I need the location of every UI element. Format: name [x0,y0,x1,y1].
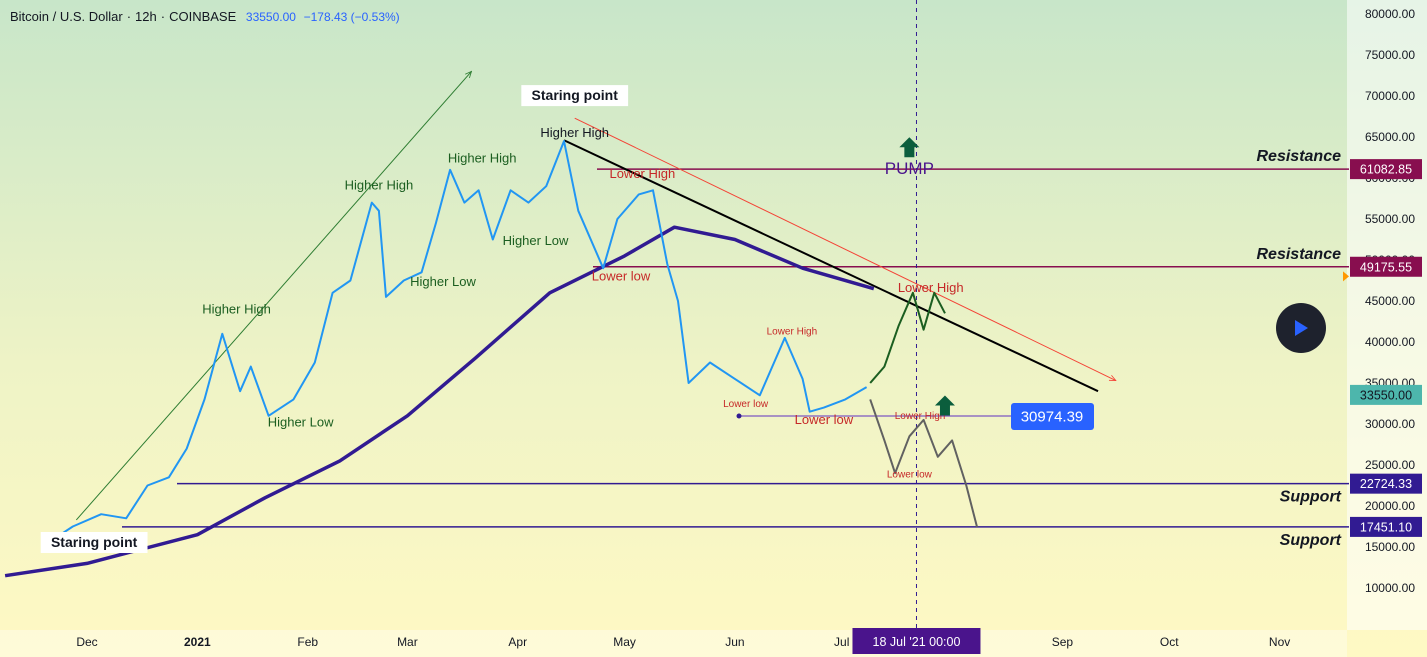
downtrend-line[interactable] [563,139,1099,393]
annotation-label: Lower High [895,411,946,422]
up-arrow-icon [934,395,955,416]
measure-label-box[interactable] [1011,403,1094,431]
price-tag-box [1350,159,1422,180]
x-tick-label: 2021 [184,635,211,649]
horizontal-levels[interactable]: Resistance Resistance Support Support 30974.… [122,0,1349,630]
annotation-label: Lower High [767,327,818,338]
support-label: Support [1280,532,1342,549]
annotation-label: Higher High [202,301,271,316]
x-tick-label: Nov [1269,635,1290,649]
price-line [47,140,868,544]
annotation-label: Lower low [795,412,854,427]
measure-label: 30974.39 [1021,409,1084,426]
x-tick-label: Oct [1160,635,1179,649]
symbol-name[interactable]: Bitcoin / U.S. Dollar [10,9,123,24]
annotation-label: Higher Low [410,274,476,289]
projection-dump-line [869,399,978,528]
price-series-group [47,140,978,544]
current-price-tag [1350,384,1422,405]
x-tick-label: Dec [76,635,97,649]
price-tag-label: 61082.85 [1360,163,1412,177]
annotation-label: Staring point [51,534,138,550]
price-tag-box [1350,516,1422,537]
current-price-label: 33550.00 [1360,388,1412,402]
play-icon [1295,320,1308,336]
exchange: COINBASE [169,9,237,24]
x-tick-label: Feb [297,635,318,649]
y-axis: 10000.00 15000.00 20000.00 25000.00 30000.00… [1365,7,1415,595]
uptrend-line[interactable] [75,71,471,521]
annotation-label: PUMP [885,159,934,178]
price-tag-label: 17451.10 [1360,520,1412,534]
annotation-box [40,532,148,553]
annotation-label: Higher High [448,150,517,165]
annotation-label: Higher High [540,125,609,140]
moving-average-line [4,225,875,578]
x-tick-label: May [613,635,636,649]
price-tag-label: 49175.55 [1360,260,1412,274]
y-tick-label: 30000.00 [1365,417,1415,431]
annotation-label: Lower High [898,280,964,295]
y-tick-label: 10000.00 [1365,581,1415,595]
support-label: Support [1280,489,1342,506]
x-tick-label: Jul [834,635,849,649]
x-tick-label: Jun [725,635,744,649]
crosshair-date-label: 18 Jul '21 00:00 [873,635,961,649]
price-tag-box [1350,256,1422,277]
red_trend-line[interactable] [574,117,1116,380]
up-arrow-icon [899,137,920,158]
annotation-box [521,85,629,107]
y-tick-label: 55000.00 [1365,212,1415,226]
measure-line-start [736,413,742,419]
price-change: −178.43 (−0.53%) [303,10,400,24]
y-tick-label: 65000.00 [1365,130,1415,144]
annotation-label: Lower low [887,469,933,480]
x-tick-label: Mar [397,635,418,649]
x-tick-label: Sep [1052,635,1074,649]
trend-lines[interactable] [75,71,1116,521]
price-tags: 61082.85 49175.55 22724.33 17451.10 33550.00… [852,159,1422,654]
interval[interactable]: 12h [135,9,157,24]
annotation-label: Staring point [532,87,619,103]
y-tick-label: 20000.00 [1365,499,1415,513]
last-price: 33550.00 [245,10,296,24]
chart-header: Bitcoin / U.S. Dollar · 12h · COINBASE 33550… [10,9,400,24]
y-tick-label: 25000.00 [1365,458,1415,472]
resistance-label: Resistance [1257,148,1342,165]
y-tick-label: 45000.00 [1365,294,1415,308]
y-tick-label: 15000.00 [1365,540,1415,554]
alert-marker [1343,271,1349,282]
annotations: Staring point Staring point Higher High Hig… [40,85,964,553]
annotation-label: Lower low [592,269,651,284]
y-tick-label: 80000.00 [1365,7,1415,21]
price-tag-label: 22724.33 [1360,477,1412,491]
play-button[interactable] [1276,303,1326,353]
resistance-label: Resistance [1257,246,1342,263]
y-tick-label: 70000.00 [1365,89,1415,103]
annotation-label: Higher Low [268,414,334,429]
y-tick-label: 40000.00 [1365,335,1415,349]
y-tick-label: 75000.00 [1365,48,1415,62]
annotation-label: Higher Low [503,233,569,248]
projection-pump-line [869,291,946,384]
annotation-label: Higher High [345,177,414,192]
price-tag-box [1350,473,1422,494]
time-scale[interactable] [0,630,1347,657]
annotation-label: Lower low [723,399,769,410]
moving-average-group [4,225,875,578]
x-tick-label: Apr [508,635,527,649]
crosshair-date-box [852,628,981,654]
annotation-label: Lower High [609,166,675,181]
